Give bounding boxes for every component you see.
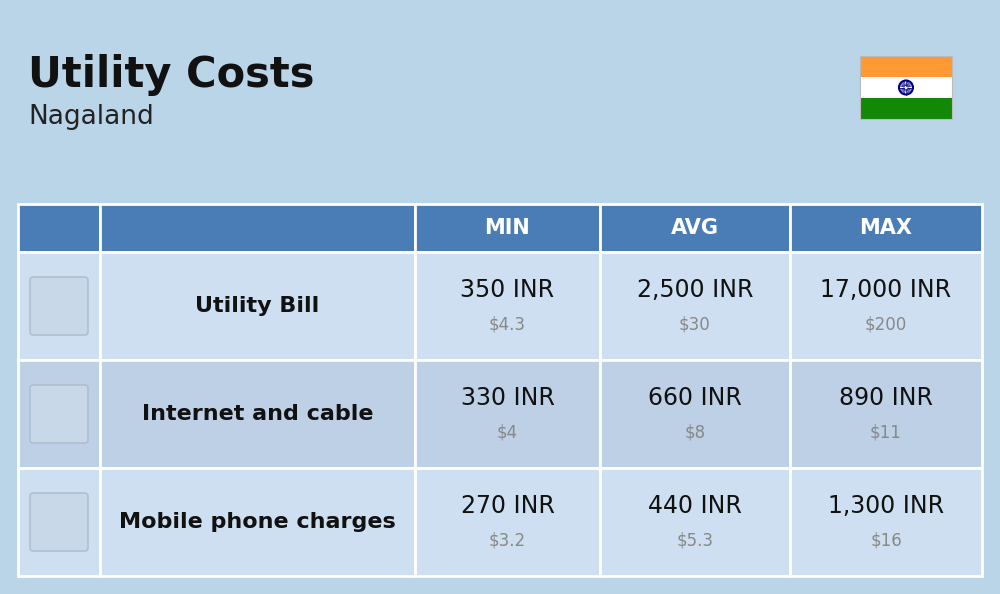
Bar <box>18 252 100 360</box>
Text: AVG: AVG <box>671 218 719 238</box>
Text: 270 INR: 270 INR <box>461 494 554 518</box>
Bar <box>600 252 790 360</box>
Bar <box>790 468 982 576</box>
Text: $200: $200 <box>865 315 907 333</box>
Text: $11: $11 <box>870 423 902 441</box>
Text: $4: $4 <box>497 423 518 441</box>
Text: $16: $16 <box>870 531 902 549</box>
Bar <box>18 204 100 252</box>
Bar <box>600 468 790 576</box>
Bar <box>860 77 952 98</box>
Bar <box>790 204 982 252</box>
FancyBboxPatch shape <box>30 385 88 443</box>
Text: 660 INR: 660 INR <box>648 386 742 410</box>
Bar <box>790 360 982 468</box>
Text: 1,300 INR: 1,300 INR <box>828 494 944 518</box>
Bar <box>415 468 600 576</box>
Text: $4.3: $4.3 <box>489 315 526 333</box>
Text: 2,500 INR: 2,500 INR <box>637 278 753 302</box>
Bar <box>860 56 952 119</box>
Bar <box>415 204 600 252</box>
Text: 890 INR: 890 INR <box>839 386 933 410</box>
Text: 330 INR: 330 INR <box>461 386 554 410</box>
Text: 440 INR: 440 INR <box>648 494 742 518</box>
Bar <box>18 468 100 576</box>
Text: $8: $8 <box>684 423 706 441</box>
Text: $30: $30 <box>679 315 711 333</box>
Text: MAX: MAX <box>860 218 912 238</box>
Bar <box>100 252 415 360</box>
Text: Utility Bill: Utility Bill <box>195 296 320 316</box>
Bar <box>860 56 952 77</box>
Text: MIN: MIN <box>485 218 530 238</box>
FancyBboxPatch shape <box>30 277 88 335</box>
Bar <box>100 468 415 576</box>
Bar <box>600 360 790 468</box>
Text: Internet and cable: Internet and cable <box>142 404 373 424</box>
Bar <box>415 360 600 468</box>
Bar <box>100 360 415 468</box>
Text: $3.2: $3.2 <box>489 531 526 549</box>
Text: $5.3: $5.3 <box>676 531 714 549</box>
Bar <box>18 360 100 468</box>
Bar <box>100 204 415 252</box>
Text: Utility Costs: Utility Costs <box>28 54 314 96</box>
Text: Mobile phone charges: Mobile phone charges <box>119 512 396 532</box>
Text: 17,000 INR: 17,000 INR <box>820 278 952 302</box>
Text: Nagaland: Nagaland <box>28 104 154 130</box>
FancyBboxPatch shape <box>30 493 88 551</box>
Text: 350 INR: 350 INR <box>460 278 555 302</box>
Bar <box>600 204 790 252</box>
Bar <box>860 98 952 119</box>
Bar <box>790 252 982 360</box>
Bar <box>415 252 600 360</box>
